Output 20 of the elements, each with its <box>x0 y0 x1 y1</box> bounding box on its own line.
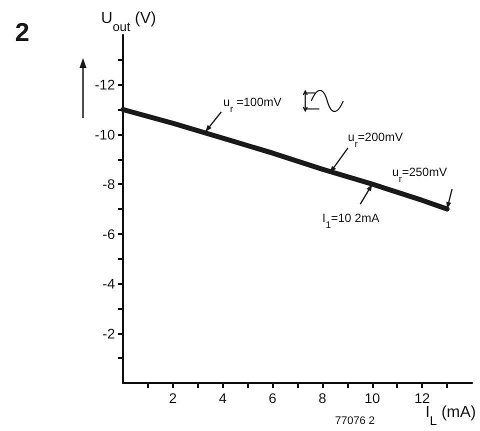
x-tick-label: 4 <box>218 390 227 406</box>
x-tick-label: 2 <box>168 390 177 406</box>
x-axis-title: I$_{L}$ (mA) <box>425 404 476 428</box>
annotation: I$_{1}$=10 2mA <box>322 211 380 231</box>
x-tick-label: 8 <box>318 390 327 406</box>
y-tick-label: -6 <box>102 226 116 242</box>
y-tick-label: -4 <box>102 276 116 292</box>
y-axis-title: U$_{out}$ (V) <box>101 10 156 34</box>
y-tick-label: -8 <box>102 176 116 192</box>
annotation: u$_{r}$ =100mV <box>223 94 282 114</box>
x-tick-label: 12 <box>414 390 430 406</box>
annotation: u$_{r}$=250mV <box>392 165 447 184</box>
x-tick-label: 6 <box>268 390 277 406</box>
annotation: u$_{r}$=200mV <box>348 130 403 150</box>
y-tick-label: -2 <box>102 325 116 342</box>
y-tick-label: -10 <box>94 126 116 142</box>
chart-title: 2 <box>15 17 30 47</box>
y-tick-label: -12 <box>94 76 116 93</box>
text: 77076 2 <box>335 415 375 427</box>
x-tick-label: 10 <box>364 390 380 406</box>
